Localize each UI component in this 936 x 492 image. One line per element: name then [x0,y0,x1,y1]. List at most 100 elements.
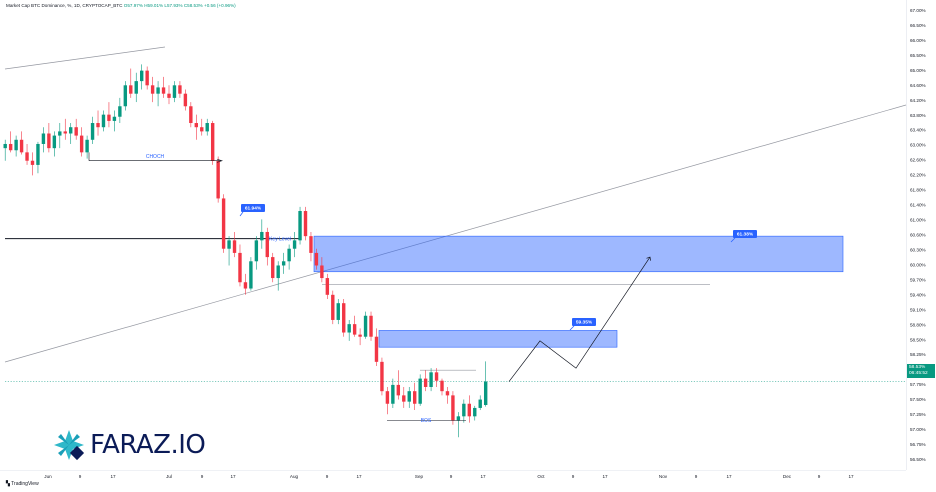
y-tick-label: 64.20% [910,98,926,103]
candle-body [189,106,193,124]
y-tick-label: 62.60% [910,158,926,163]
candle-body [254,240,259,262]
y-tick-label: 57.50% [910,397,926,402]
symbol-header: Market Cap BTC Dominance, %, 1D, CRYPTOC… [6,3,236,8]
tradingview-footer: ▚ TradingView [6,481,39,487]
candle-body [221,198,226,249]
candle-body [391,384,395,404]
open-value: O57.97% [123,3,143,8]
y-tick-label: 59.40% [910,292,926,297]
y-tick-label: 56.50% [910,457,926,462]
projection-arrow [646,256,651,261]
y-tick-label: 57.75% [910,382,926,387]
candle-body [429,372,433,387]
candle-body [101,114,106,128]
candle-body [380,361,384,392]
current-price-countdown: 06:45:52 [909,371,928,376]
candle-body [63,131,67,134]
candle-body [336,303,340,320]
y-tick-label: 58.50% [910,337,926,342]
y-tick-label: 57.00% [910,427,926,432]
candle-body [374,336,379,362]
candle-body [123,85,128,107]
x-tick-label: Dec [783,474,792,479]
candle-body [249,261,253,289]
candle-body [298,211,302,241]
candle-body [200,127,204,132]
candle-body [385,391,390,404]
label-pointer [730,237,736,243]
candle-body [30,160,35,165]
candle-body [210,123,215,161]
candle-body [150,85,155,94]
candle-body [90,123,95,140]
x-tick-label: 9 [201,474,204,479]
candle-body [320,265,324,279]
x-tick-label: 9 [818,474,821,479]
candle-body [172,85,177,98]
label-61-94: 61.94% [245,206,262,212]
high-value: H59.01% [144,3,164,8]
candle-body [352,324,357,335]
candle-body [243,282,248,289]
y-tick-label: 65.00% [910,68,926,73]
candle-body [423,378,428,387]
y-tick-label: 59.70% [910,277,926,282]
candle-body [52,135,57,149]
candle-body [260,231,264,241]
y-tick-label: 60.60% [910,233,926,238]
x-tick-label: Jul [166,474,172,479]
x-tick-label: 9 [79,474,82,479]
candle-body [265,231,269,258]
candle-body [183,93,188,107]
x-tick-label: 17 [110,474,116,479]
label-61-94-box [241,204,265,212]
x-tick-label: 17 [602,474,608,479]
candle-body [358,334,362,337]
candle-body [8,143,13,151]
close-value: C58.53% [183,3,203,8]
candle-body [303,211,308,237]
bos-label: BOS [421,418,432,424]
candle-body [363,315,368,337]
current-price-value: 58.53% [909,364,926,370]
candle-body [402,395,406,402]
candle-body [167,93,171,98]
candle-body [325,278,330,295]
candle-body [69,127,73,134]
candle-body [292,240,297,249]
candle-body [483,381,488,406]
y-tick-label: 62.20% [910,173,926,178]
candle-body [96,123,100,128]
x-tick-label: Oct [537,474,545,479]
y-tick-label: 58.80% [910,322,926,327]
x-tick-label: 9 [695,474,698,479]
low-value: L57.93% [164,3,183,8]
y-tick-label: 67.00% [910,8,926,13]
key-level-label: Key Level [269,236,291,242]
candle-body [118,106,122,117]
candle-body [314,252,319,266]
candle-body [478,399,482,408]
candle-body [74,127,78,136]
candle-body [396,384,401,396]
y-tick-label: 57.25% [910,412,926,417]
y-tick-label: 63.80% [910,113,926,118]
candle-body [227,240,231,249]
y-tick-label: 58.25% [910,352,926,357]
candle-body [331,294,335,320]
change-value: +0.56 (+0.96%) [204,3,236,8]
candle-body [194,123,198,128]
candle-body [434,372,439,381]
y-tick-label: 61.80% [910,188,926,193]
label-pointer [239,211,244,217]
logo-text: FARAZ.IO [90,430,206,460]
channel-line [4,46,166,70]
x-tick-label: Aug [290,474,299,479]
current-price-tag: 58.53% 06:45:52 [907,364,935,378]
candle-body [205,123,209,132]
trend-line [4,104,907,363]
candle-body [287,248,291,262]
y-tick-label: 56.75% [910,442,926,447]
